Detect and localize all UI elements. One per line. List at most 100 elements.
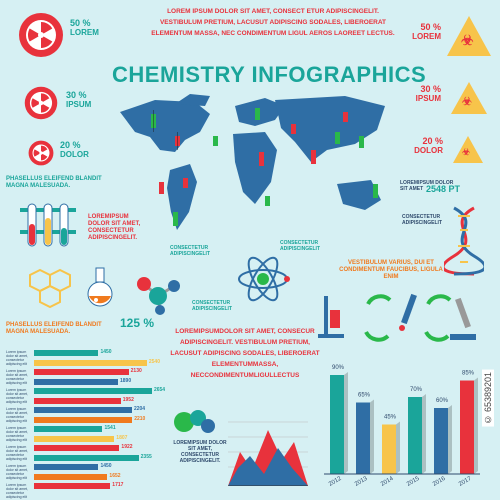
atom-icon	[238, 256, 290, 302]
hexagon-molecule-icon	[29, 268, 71, 308]
lorem-center-text: LOREMIPSUMDOLOR SIT AMET, CONSECUR ADIPI…	[170, 328, 320, 379]
area-chart	[228, 421, 308, 486]
radiation-pct-1: 50 %	[70, 18, 91, 28]
bar-data-label: 65%	[358, 393, 371, 399]
radiation-group: 50 % LOREM 30 % IPSUM 20 % DOLOR	[10, 6, 110, 166]
bar-mark	[34, 397, 121, 404]
radiation-pct-2: 30 %	[66, 90, 87, 100]
bar-mark	[34, 435, 115, 442]
lab-equipment-icons	[318, 293, 476, 342]
bar-mark	[330, 375, 344, 474]
radiation-label-3: DOLOR	[60, 150, 89, 159]
bar-mark	[34, 426, 103, 432]
vertical-bar-chart: 90% 2012 65% 2013 45% 2014 70% 2015 60% 2016 85% 20…	[324, 365, 480, 488]
points-value: 2548 PT	[426, 184, 461, 194]
molecule-icon	[137, 277, 180, 315]
bar-data-label: 85%	[462, 371, 475, 377]
bar-side	[344, 372, 348, 474]
bar-mark	[34, 369, 129, 375]
bar-row-label: Lorem ipsum dolor sit amet, consectetur …	[6, 350, 28, 366]
lorem-right-text: LOREMIPSUM DOLOR SIT AMET	[400, 180, 454, 192]
bar-data-label: 90%	[332, 365, 345, 371]
intro-text: LOREM IPSUM DOLOR SIT AMET, CONSECT ETUR…	[151, 8, 395, 37]
bottom-note-text: LOREMIPSUM DOLOR SIT AMET, CONSECTETUR A…	[173, 440, 227, 464]
phasellus-text-2: PHASELLUS ELEIFEND BLANDIT MAGNA MALESUA…	[6, 322, 102, 335]
bar-row-label: Lorem ipsum dolor sit amet, consectetur …	[6, 407, 28, 423]
bar-mark	[34, 407, 132, 413]
bar-row-label: Lorem ipsum dolor sit amet, consectetur …	[6, 483, 28, 499]
biohazard-label-2: IPSUM	[415, 94, 441, 103]
bar-row-label: Lorem ipsum dolor sit amet, consectetur …	[6, 369, 28, 385]
watermark: © 65389201	[482, 370, 494, 427]
consect-text-1: CONSECTETUR ADIPISCINGELIT	[170, 245, 211, 257]
bar-value-label: 2540	[148, 358, 160, 365]
bar-category-label: 2017	[458, 476, 473, 488]
radiation-pct-3: 20 %	[60, 140, 81, 150]
bar-value-label: 1541	[104, 425, 116, 431]
consect-text-2: CONSECTETUR ADIPISCINGELIT	[280, 240, 321, 252]
bar-row-label: Lorem ipsum dolor sit amet, consectetur …	[6, 426, 28, 442]
bar-category-label: 2014	[380, 476, 395, 488]
biohazard-pct-3: 20 %	[422, 136, 443, 146]
biohazard-group: 50 % LOREM ☣ 30 % IPSUM ☣ 20 % DOLOR ☣	[395, 10, 500, 170]
biohazard-pct-2: 30 %	[420, 84, 441, 94]
page-title: CHEMISTRY INFOGRAPHICS	[112, 62, 427, 87]
bar-data-label: 60%	[436, 398, 449, 404]
bar-side	[370, 399, 374, 474]
world-map	[120, 94, 385, 230]
bar-value-label: 1890	[120, 377, 132, 384]
bar-value-label: 2355	[140, 453, 152, 460]
bar-value-label: 1450	[100, 349, 112, 355]
bar-side	[396, 421, 400, 474]
consect-text-3: CONSECTETUR ADIPISCINGELIT	[192, 300, 233, 312]
radiation-label-1: LOREM	[70, 28, 99, 37]
horizontal-bar-chart: Lorem ipsum dolor sit amet, consectetur …	[4, 346, 166, 499]
bar-value-label: 2654	[153, 387, 166, 393]
bar-category-label: 2015	[406, 476, 421, 488]
biohazard-label-1: LOREM	[412, 32, 441, 41]
bar-category-label: 2012	[328, 476, 343, 488]
bar-category-label: 2013	[354, 476, 369, 488]
bar-value-label: 1952	[122, 396, 134, 403]
bar-mark	[382, 424, 396, 474]
bar-mark	[34, 350, 99, 356]
flask-icon	[87, 267, 113, 307]
bar-side	[474, 377, 478, 474]
bar-value-label: 1922	[121, 444, 133, 450]
bar-mark	[34, 378, 118, 385]
radiation-icon	[24, 86, 58, 120]
bar-mark	[34, 464, 99, 470]
bar-data-label: 70%	[410, 387, 423, 393]
test-tubes-icon	[20, 203, 76, 247]
percent-125: 125 %	[120, 316, 155, 330]
coins-icon	[174, 410, 215, 433]
bar-row-label: Lorem ipsum dolor sit amet, consectetur …	[6, 464, 28, 480]
bar-value-label: 1717	[112, 482, 124, 488]
bar-category-label: 2016	[432, 476, 447, 488]
bar-mark	[408, 397, 422, 474]
bar-row-label: Lorem ipsum dolor sit amet, consectetur …	[6, 445, 28, 461]
bar-value-label: 1807	[116, 434, 128, 441]
bar-mark	[34, 483, 111, 489]
bar-value-label: 1652	[109, 472, 121, 479]
bar-mark	[34, 445, 120, 451]
bar-mark	[356, 402, 370, 474]
bar-mark	[460, 380, 474, 474]
dna-icon	[444, 206, 484, 276]
bar-mark	[34, 359, 147, 366]
bar-side	[422, 394, 426, 474]
bar-value-label: 2130	[130, 368, 142, 374]
bar-mark	[34, 454, 139, 461]
bar-mark	[34, 388, 152, 394]
bar-value-label: 1450	[100, 463, 112, 469]
radiation-icon	[28, 140, 54, 166]
bar-mark	[434, 408, 448, 474]
vestibulum-text: VESTIBULUM VARIUS, DUI ET CONDIMENTUM FA…	[339, 260, 443, 280]
radiation-icon	[19, 13, 63, 57]
bar-value-label: 2210	[134, 415, 146, 422]
biohazard-label-3: DOLOR	[414, 146, 443, 155]
bar-data-label: 45%	[384, 415, 397, 421]
consect-right-text: CONSECTETUR ADIPISCINGELIT	[402, 214, 443, 226]
bar-mark	[34, 473, 108, 480]
bar-side	[448, 405, 452, 474]
